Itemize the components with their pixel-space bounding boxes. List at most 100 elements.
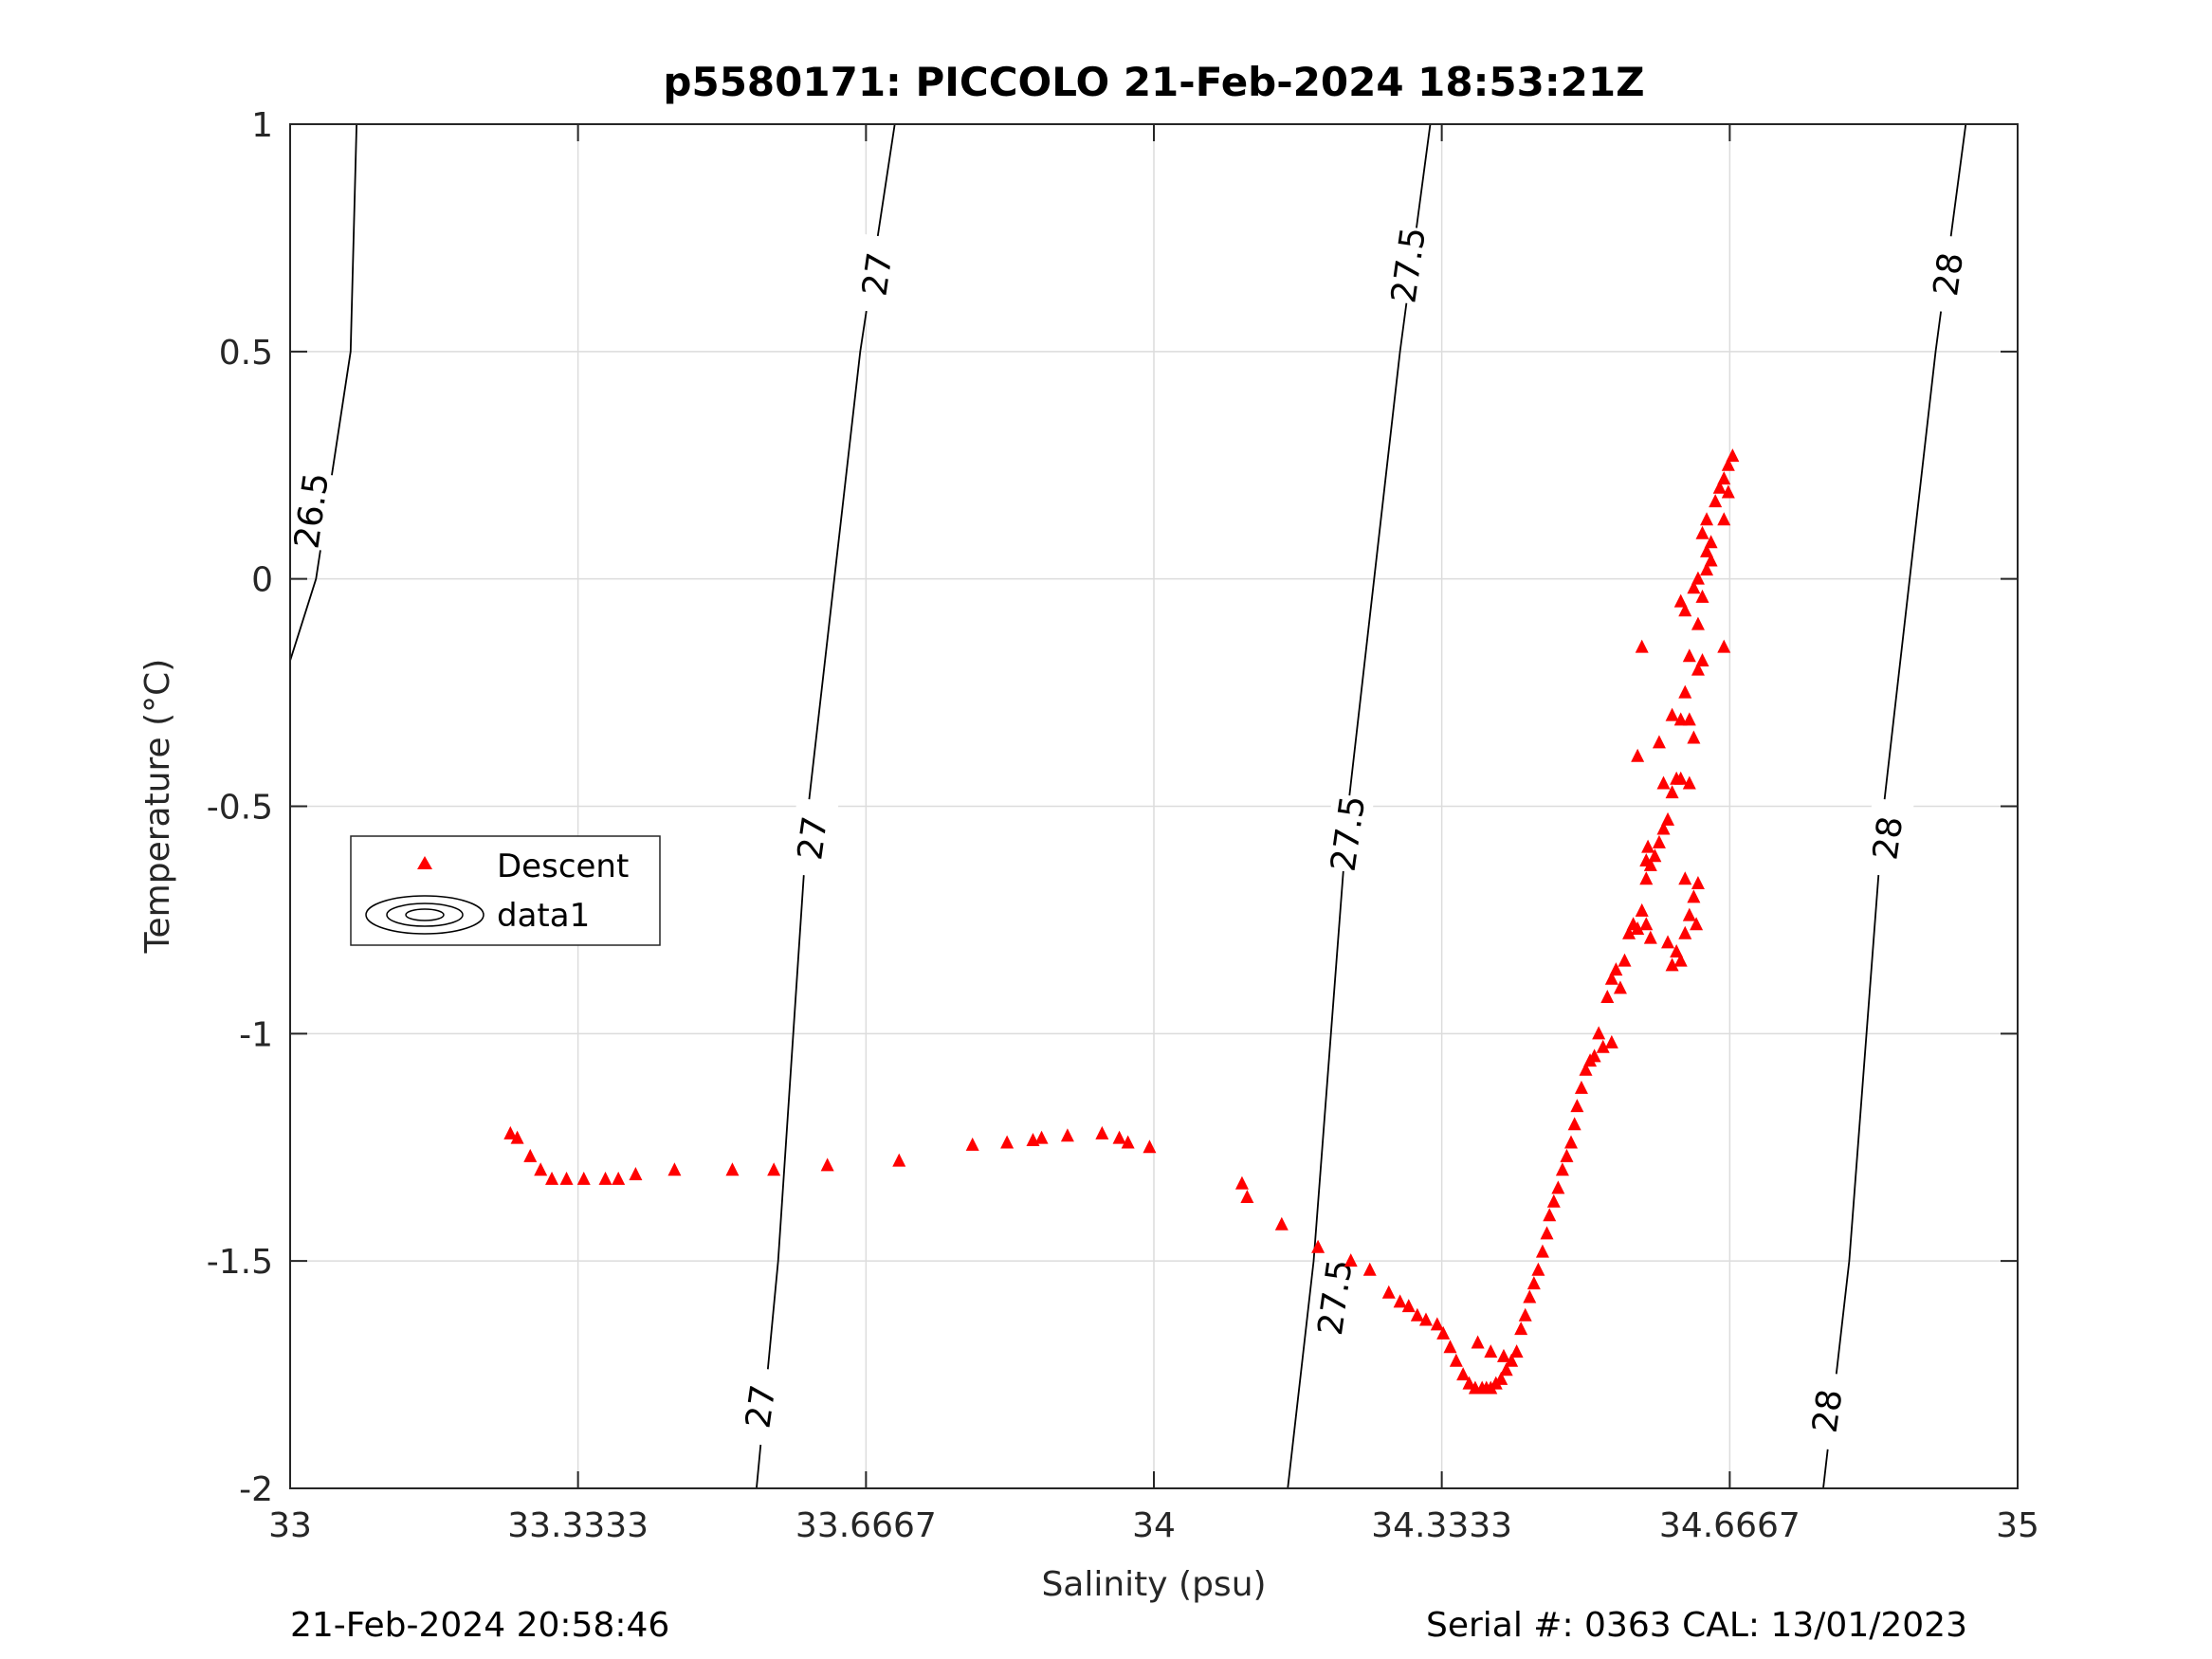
- descent-point: [1673, 593, 1688, 608]
- y-axis-ticks: -2 -1.5 -1 -0.5 0 0.5 1: [207, 106, 2018, 1509]
- descent-point: [1665, 707, 1679, 721]
- contour-label-mask: [1308, 1256, 1362, 1339]
- descent-point: [1060, 1128, 1074, 1142]
- descent-point: [1687, 889, 1701, 903]
- descent-point: [892, 1153, 906, 1167]
- descent-point: [1526, 1276, 1541, 1290]
- descent-point: [1678, 603, 1692, 617]
- footer-serial-cal: Serial #: 0363 CAL: 13/01/2023: [1426, 1606, 1967, 1645]
- descent-point: [965, 1137, 979, 1151]
- contour-label: 28: [1806, 1387, 1851, 1435]
- descent-point: [510, 1130, 524, 1144]
- descent-point: [1543, 1208, 1557, 1222]
- contour-label-mask: [1861, 797, 1914, 879]
- descent-point: [725, 1162, 740, 1176]
- contour-label-mask: [285, 470, 338, 552]
- descent-point: [1700, 543, 1714, 557]
- chart-title: p5580171: PICCOLO 21-Feb-2024 18:53:21Z: [663, 59, 1644, 105]
- x-axis-ticks: 33 33.3333 33.6667 34 34.3333 34.6667 35: [268, 124, 2039, 1545]
- legend: Descent data1: [350, 835, 661, 946]
- descent-point: [1143, 1139, 1157, 1154]
- descent-point: [1682, 712, 1696, 726]
- descent-point: [1652, 735, 1666, 749]
- descent-point: [629, 1167, 643, 1181]
- contour-line-26-5: [289, 123, 357, 662]
- legend-triangle-icon: [417, 856, 432, 869]
- contour-label: 27: [740, 1382, 784, 1431]
- descent-point: [1240, 1190, 1254, 1204]
- descent-point: [1691, 876, 1705, 890]
- descent-point: [1661, 811, 1675, 826]
- descent-point: [1695, 525, 1709, 539]
- contour-label: 27: [791, 814, 835, 863]
- descent-point: [1095, 1125, 1109, 1139]
- descent-point: [1639, 853, 1654, 867]
- descent-point: [1381, 1285, 1396, 1299]
- y-tick-label: 0: [251, 561, 273, 600]
- descent-point: [1456, 1367, 1471, 1381]
- descent-point: [1665, 957, 1679, 972]
- descent-point: [1555, 1162, 1569, 1176]
- descent-point: [1540, 1226, 1554, 1240]
- descent-point: [1682, 775, 1696, 790]
- descent-point: [1635, 639, 1649, 653]
- descent-point: [1618, 953, 1632, 967]
- descent-point: [1635, 902, 1649, 917]
- descent-point: [612, 1171, 626, 1185]
- contour-label-mask: [786, 797, 839, 879]
- descent-point: [559, 1171, 574, 1185]
- descent-point: [1691, 662, 1705, 676]
- contour-label-mask: [1801, 1370, 1854, 1452]
- descent-point: [1691, 571, 1705, 585]
- descent-point: [1631, 921, 1645, 936]
- descent-point: [1673, 953, 1688, 967]
- legend-label-data1: data1: [497, 897, 590, 935]
- descent-point: [1393, 1294, 1407, 1308]
- descent-point: [1665, 785, 1679, 799]
- y-tick-label: -1: [239, 1015, 273, 1054]
- contour-label: 28: [1927, 250, 1971, 299]
- descent-point: [1695, 589, 1709, 603]
- descent-point: [1695, 653, 1709, 667]
- descent-point: [1673, 771, 1688, 785]
- descent-point: [1721, 457, 1735, 471]
- descent-point: [1587, 1048, 1601, 1063]
- descent-point: [1274, 1216, 1289, 1231]
- descent-point: [1592, 1026, 1606, 1040]
- contour-label-mask: [1322, 793, 1375, 874]
- descent-point: [523, 1148, 538, 1162]
- descent-point: [1494, 1371, 1508, 1385]
- descent-point: [1631, 748, 1645, 762]
- descent-point: [1661, 935, 1675, 949]
- descent-point: [1682, 648, 1696, 663]
- y-tick-label: 0.5: [219, 334, 273, 373]
- descent-point: [1000, 1135, 1015, 1149]
- descent-series: [503, 448, 1740, 1395]
- descent-point: [1560, 1148, 1574, 1162]
- descent-point: [1531, 1262, 1545, 1276]
- descent-point: [534, 1162, 548, 1176]
- descent-point: [1704, 553, 1718, 567]
- descent-point: [1362, 1262, 1377, 1276]
- descent-point: [1570, 1099, 1584, 1113]
- descent-point: [1311, 1239, 1325, 1253]
- descent-point: [1678, 925, 1692, 939]
- descent-point: [1523, 1289, 1537, 1304]
- descent-point: [820, 1158, 834, 1172]
- descent-point: [1678, 871, 1692, 885]
- y-tick-label: -0.5: [207, 789, 273, 828]
- descent-point: [667, 1162, 682, 1176]
- descent-point: [1449, 1353, 1463, 1367]
- descent-point: [1726, 448, 1740, 463]
- descent-point: [1514, 1322, 1528, 1336]
- descent-point: [1546, 1194, 1561, 1208]
- descent-point: [767, 1162, 781, 1176]
- descent-point: [1700, 562, 1714, 576]
- descent-point: [1670, 943, 1684, 957]
- descent-point: [1639, 871, 1654, 885]
- descent-point: [1687, 730, 1701, 744]
- descent-point: [1656, 821, 1671, 835]
- descent-point: [1700, 512, 1714, 526]
